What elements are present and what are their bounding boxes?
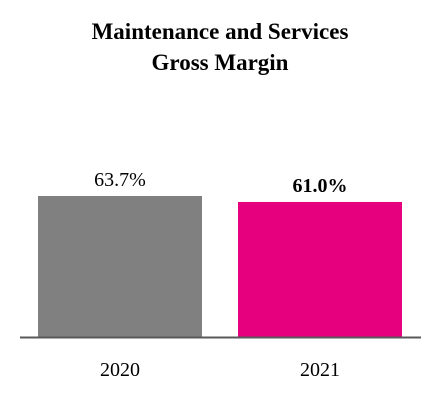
data-label-2020: 63.7% — [94, 169, 146, 191]
x-tick-label-2021: 2021 — [300, 359, 340, 381]
bar-2020 — [38, 196, 202, 337]
chart-title: Maintenance and Services Gross Margin — [0, 16, 440, 78]
x-tick-label-2020: 2020 — [100, 359, 140, 381]
chart-title-line-2: Gross Margin — [151, 50, 289, 75]
data-label-2021: 61.0% — [293, 175, 348, 197]
chart-title-line-1: Maintenance and Services — [91, 19, 349, 44]
bar-2021 — [238, 201, 402, 337]
